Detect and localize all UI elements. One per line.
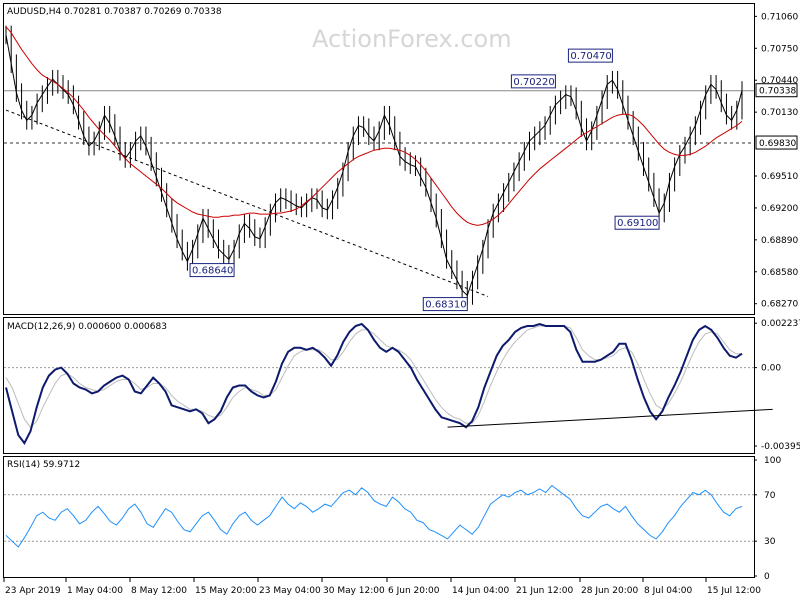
current-price-tag xyxy=(755,83,798,98)
price-axis-label: 0.70440 xyxy=(761,76,798,86)
x-axis-label: 15 May 20:00 xyxy=(195,586,257,596)
rsi-line xyxy=(5,484,743,548)
x-axis-label: 6 Jun 20:00 xyxy=(388,586,440,596)
price-annotation-box xyxy=(614,215,660,230)
price-panel xyxy=(3,3,755,315)
x-axis-label: 8 Jul 04:00 xyxy=(644,586,693,596)
price-axis-label: 0.68890 xyxy=(761,236,798,246)
support-level-tag xyxy=(755,135,798,150)
macd-trendline xyxy=(447,408,773,428)
macd-axis-label: 0.002237 xyxy=(761,319,800,329)
price-annotation-text: 0.69100 xyxy=(617,218,658,229)
rsi-panel xyxy=(3,456,755,578)
price-annotation-text: 0.70470 xyxy=(570,51,611,62)
rsi-axis-label: 30 xyxy=(764,537,776,547)
x-axis-label: 23 May 04:00 xyxy=(259,586,321,596)
macd-panel xyxy=(3,317,755,454)
watermark: ActionForex.com xyxy=(312,25,512,53)
price-series xyxy=(5,34,743,297)
price-axis-label: 0.68270 xyxy=(761,300,798,310)
price-panel-title: AUDUSD,H4 0.70281 0.70387 0.70269 0.7033… xyxy=(7,7,222,17)
rsi-axis-label: 0 xyxy=(764,572,770,582)
macd-panel-title: MACD(12,26,9) 0.000600 0.000683 xyxy=(7,322,167,332)
x-axis-label: 28 Jun 20:00 xyxy=(581,586,638,596)
rsi-panel-title: RSI(14) 59.9712 xyxy=(7,460,80,470)
price-annotation-text: 0.68640 xyxy=(192,266,233,277)
price-axis-label: 0.70130 xyxy=(761,108,798,118)
x-axis-label: 14 Jun 04:00 xyxy=(452,586,509,596)
rsi-axis-label: 70 xyxy=(764,491,776,501)
price-axis-label: 0.69200 xyxy=(761,204,798,214)
x-axis-label: 23 Apr 2019 xyxy=(5,586,61,596)
price-annotation-box xyxy=(189,263,235,278)
moving-average-line xyxy=(5,26,743,226)
price-axis-label: 0.71060 xyxy=(761,12,798,22)
price-annotation: 0.70220 xyxy=(510,74,556,89)
price-annotation-box xyxy=(422,297,468,312)
macd-line xyxy=(5,322,743,445)
rsi-axis-label: 100 xyxy=(764,456,781,466)
price-axis-label: 0.70750 xyxy=(761,44,798,54)
price-annotation: 0.68310 xyxy=(422,297,468,312)
support-level-tag-text: 0.69830 xyxy=(759,139,796,149)
price-annotation: 0.69100 xyxy=(614,215,660,230)
macd-axis-label: 0.00 xyxy=(761,364,781,374)
x-axis-label: 21 Jun 12:00 xyxy=(516,586,573,596)
price-axis-label: 0.68580 xyxy=(761,268,798,278)
price-annotation-box xyxy=(567,48,613,63)
current-price-tag-text: 0.70338 xyxy=(759,87,796,97)
x-axis-label: 30 May 12:00 xyxy=(323,586,385,596)
price-annotation: 0.68640 xyxy=(189,263,235,278)
x-axis-label: 8 May 12:00 xyxy=(131,586,187,596)
x-axis-label: 1 May 04:00 xyxy=(67,586,123,596)
price-annotation-text: 0.68310 xyxy=(425,300,466,311)
price-annotation: 0.70470 xyxy=(567,48,613,63)
price-annotation-box xyxy=(510,74,556,89)
price-axis-label: 0.69510 xyxy=(761,172,798,182)
x-axis-label: 15 Jul 12:00 xyxy=(707,586,761,596)
macd-axis-label: -0.00395 xyxy=(761,442,800,452)
price-annotation-text: 0.70220 xyxy=(513,77,554,88)
